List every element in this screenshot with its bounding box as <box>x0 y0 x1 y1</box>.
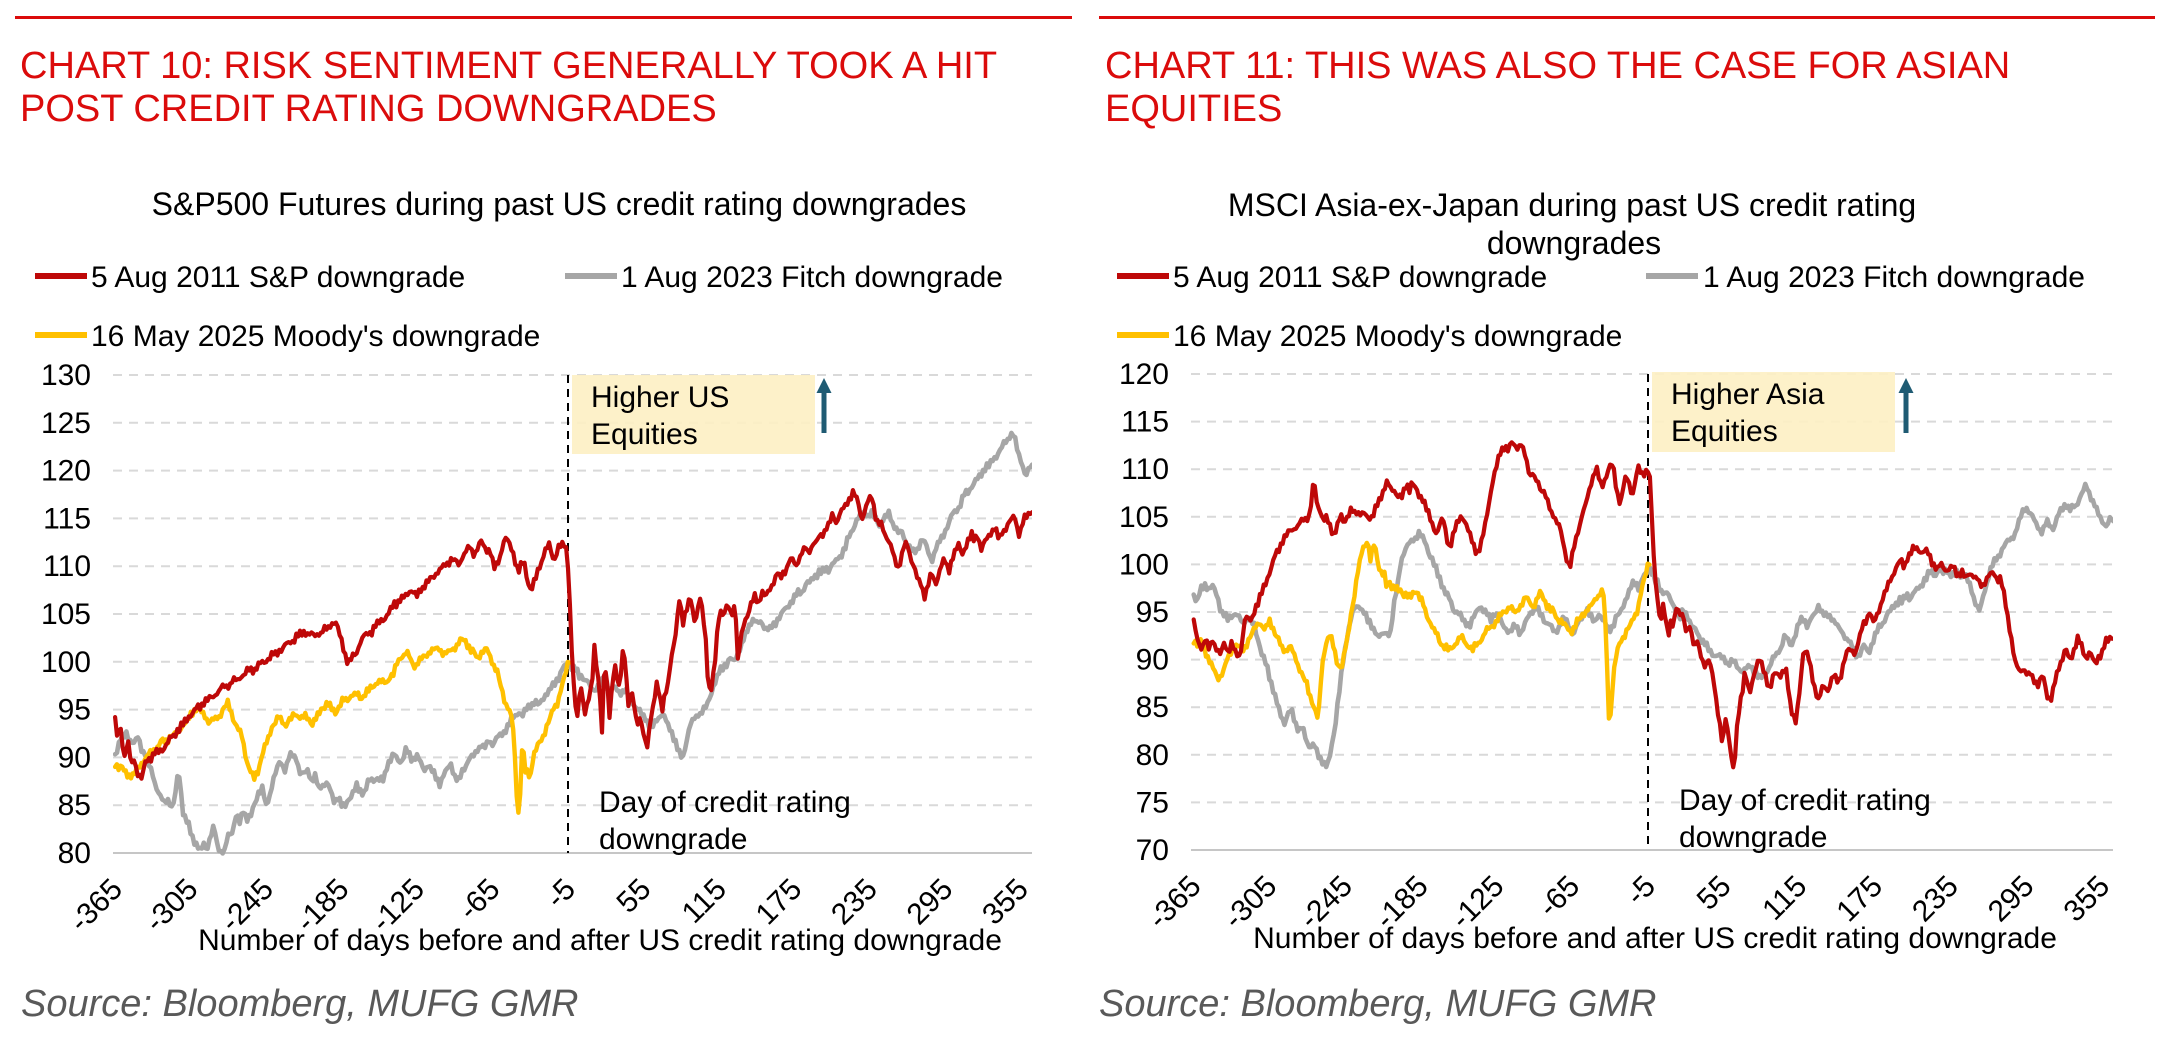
svg-text:Number of days before and afte: Number of days before and after US credi… <box>198 924 1002 957</box>
svg-text:80: 80 <box>1136 739 1169 772</box>
svg-text:110: 110 <box>1121 453 1169 486</box>
svg-text:Equities: Equities <box>591 418 698 451</box>
svg-text:125: 125 <box>41 407 91 440</box>
svg-text:POST CREDIT RATING DOWNGRADES: POST CREDIT RATING DOWNGRADES <box>20 88 717 130</box>
svg-text:Day of credit rating: Day of credit rating <box>1679 784 1931 817</box>
svg-text:5 Aug 2011 S&P downgrade: 5 Aug 2011 S&P downgrade <box>1173 261 1547 294</box>
svg-text:90: 90 <box>1136 644 1169 677</box>
svg-text:CHART 10: RISK SENTIMENT GENER: CHART 10: RISK SENTIMENT GENERALLY TOOK … <box>20 45 997 87</box>
svg-text:80: 80 <box>58 837 91 870</box>
svg-text:130: 130 <box>41 359 91 392</box>
svg-text:75: 75 <box>1136 786 1169 819</box>
svg-text:120: 120 <box>41 455 91 488</box>
svg-text:Source: Bloomberg, MUFG GMR: Source: Bloomberg, MUFG GMR <box>21 983 578 1025</box>
svg-text:110: 110 <box>43 550 91 583</box>
svg-text:S&P500 Futures during past US: S&P500 Futures during past US credit rat… <box>152 186 967 222</box>
svg-text:downgrade: downgrade <box>1679 821 1827 854</box>
svg-text:Source: Bloomberg, MUFG GMR: Source: Bloomberg, MUFG GMR <box>1099 983 1656 1025</box>
svg-text:Higher US: Higher US <box>591 381 729 414</box>
svg-text:70: 70 <box>1136 834 1169 867</box>
svg-text:downgrades: downgrades <box>1487 225 1661 261</box>
svg-text:downgrade: downgrade <box>599 823 747 856</box>
svg-text:1 Aug 2023 Fitch downgrade: 1 Aug 2023 Fitch downgrade <box>1703 261 2085 294</box>
svg-text:5 Aug 2011 S&P downgrade: 5 Aug 2011 S&P downgrade <box>91 261 465 294</box>
svg-text:115: 115 <box>1121 406 1169 439</box>
svg-text:16 May 2025 Moody's downgrade: 16 May 2025 Moody's downgrade <box>1173 320 1622 353</box>
svg-text:105: 105 <box>1119 501 1169 534</box>
svg-text:Number of days before and afte: Number of days before and after US credi… <box>1253 922 2057 955</box>
svg-text:EQUITIES: EQUITIES <box>1105 88 1282 130</box>
svg-text:1 Aug 2023 Fitch downgrade: 1 Aug 2023 Fitch downgrade <box>621 261 1003 294</box>
svg-text:100: 100 <box>1119 548 1169 581</box>
svg-text:Day of credit rating: Day of credit rating <box>599 786 851 819</box>
svg-text:Equities: Equities <box>1671 415 1778 448</box>
svg-text:105: 105 <box>41 598 91 631</box>
svg-text:120: 120 <box>1119 358 1169 391</box>
svg-text:95: 95 <box>1136 596 1169 629</box>
svg-text:95: 95 <box>58 694 91 727</box>
svg-text:90: 90 <box>58 741 91 774</box>
svg-text:100: 100 <box>41 646 91 679</box>
svg-text:85: 85 <box>58 789 91 822</box>
svg-text:85: 85 <box>1136 691 1169 724</box>
svg-text:16 May 2025 Moody's downgrade: 16 May 2025 Moody's downgrade <box>91 320 540 353</box>
svg-text:CHART 11: THIS WAS ALSO THE CA: CHART 11: THIS WAS ALSO THE CASE FOR ASI… <box>1105 45 2010 87</box>
svg-text:Higher Asia: Higher Asia <box>1671 378 1825 411</box>
svg-text:115: 115 <box>43 502 91 535</box>
svg-text:MSCI Asia-ex-Japan during past: MSCI Asia-ex-Japan during past US credit… <box>1228 187 1916 223</box>
